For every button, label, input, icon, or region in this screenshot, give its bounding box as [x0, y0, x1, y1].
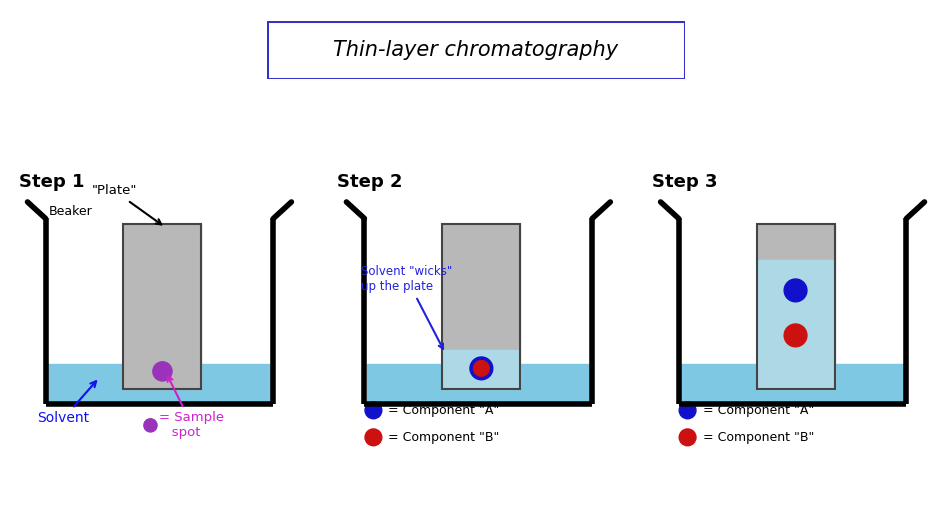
Circle shape — [679, 402, 696, 419]
Text: Solvent "wicks"
up the plate: Solvent "wicks" up the plate — [362, 266, 453, 349]
Bar — [124, 224, 202, 389]
Circle shape — [473, 361, 489, 376]
Bar — [443, 224, 521, 389]
Text: Step 1: Step 1 — [18, 173, 84, 191]
Bar — [443, 351, 521, 389]
Circle shape — [365, 429, 382, 446]
Circle shape — [784, 324, 807, 347]
Bar — [757, 224, 835, 260]
Text: "Plate": "Plate" — [91, 184, 161, 224]
Bar — [757, 260, 835, 389]
Text: = Component "B": = Component "B" — [703, 431, 814, 444]
Bar — [367, 364, 590, 402]
Bar — [48, 364, 271, 402]
Text: Thin-layer chromatography: Thin-layer chromatography — [333, 40, 619, 60]
Text: = Component "B": = Component "B" — [388, 431, 500, 444]
Circle shape — [784, 279, 807, 302]
Bar — [443, 224, 521, 351]
Text: = Component "A": = Component "A" — [388, 404, 500, 417]
Circle shape — [144, 419, 157, 432]
Text: Step 2: Step 2 — [337, 173, 403, 191]
Bar — [757, 224, 835, 389]
Circle shape — [470, 357, 493, 380]
Bar — [124, 224, 202, 389]
Text: = Component "A": = Component "A" — [703, 404, 814, 417]
Circle shape — [153, 362, 172, 381]
Text: = Sample
   spot: = Sample spot — [160, 376, 225, 439]
Circle shape — [365, 402, 382, 419]
Bar — [681, 364, 904, 402]
Text: Beaker: Beaker — [49, 205, 92, 219]
Circle shape — [679, 429, 696, 446]
Text: Solvent: Solvent — [37, 381, 96, 425]
FancyBboxPatch shape — [267, 21, 685, 79]
Text: Step 3: Step 3 — [651, 173, 717, 191]
